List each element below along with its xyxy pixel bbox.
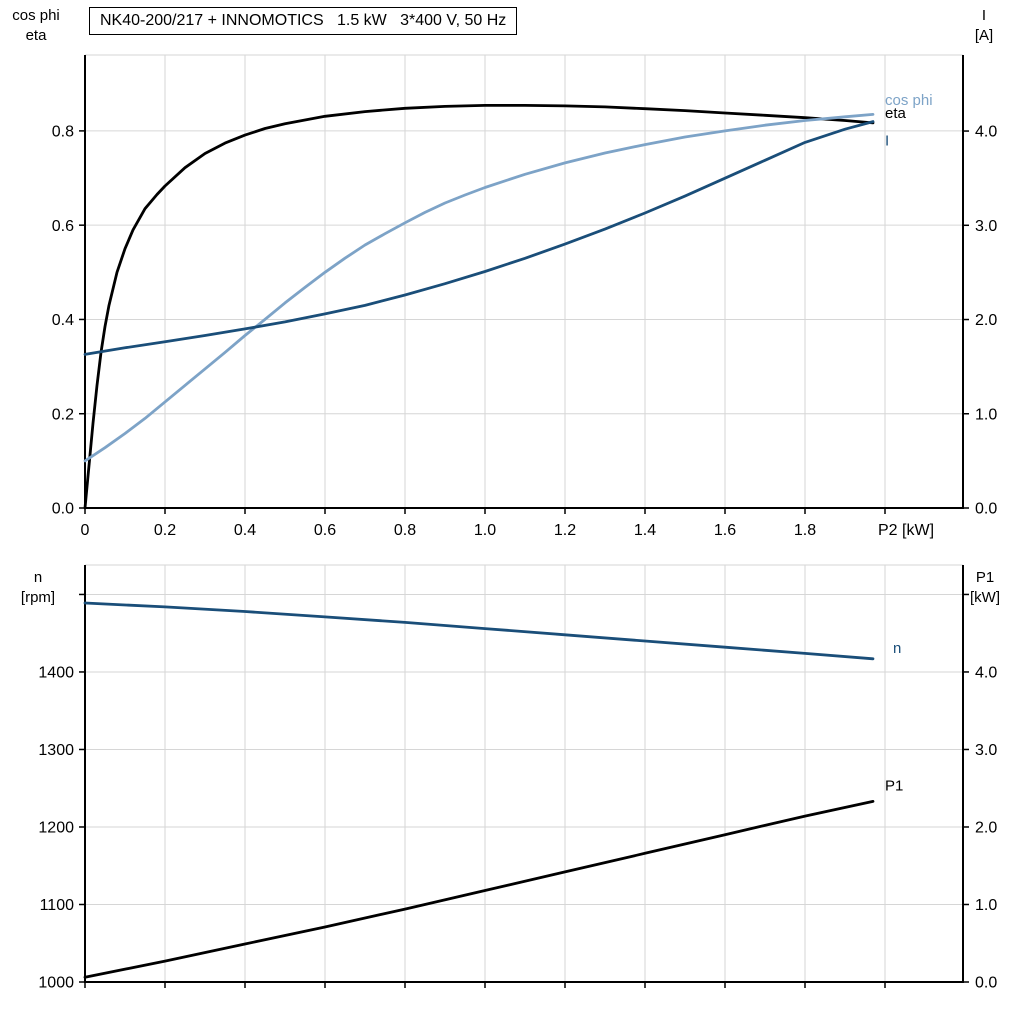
bottom-chart-left-axis-title: n [rpm]: [6, 568, 70, 608]
left-tick-label: 1200: [38, 820, 74, 837]
axis-title-line: cos phi: [12, 7, 60, 24]
right-tick-label: 2.0: [975, 312, 997, 329]
series-eta: [83, 104, 875, 510]
series-p1: [83, 800, 875, 979]
axis-title-line: I: [981, 7, 987, 24]
x-tick-label: 1.2: [554, 522, 576, 539]
right-tick-label: 2.0: [975, 820, 997, 837]
right-tick-label: 4.0: [975, 665, 997, 682]
left-tick-label: 0.6: [52, 218, 74, 235]
x-tick-label: 0: [81, 522, 90, 539]
x-tick-label: 1.6: [714, 522, 736, 539]
x-tick-label: 0.2: [154, 522, 176, 539]
series-cos-phi: [83, 113, 875, 463]
right-tick-label: 0.0: [975, 975, 997, 992]
series-label-p1: P1: [885, 777, 903, 794]
left-tick-label: 1300: [38, 742, 74, 759]
x-tick-label: 1.0: [474, 522, 496, 539]
left-tick-label: 0.8: [52, 123, 74, 140]
axis-title-line: P1: [975, 569, 995, 586]
x-axis-label: P2 [kW]: [878, 522, 934, 539]
series-n: [83, 601, 875, 661]
x-tick-label: 1.8: [794, 522, 816, 539]
series-label-cos-phi: cos phi: [885, 92, 933, 109]
top-chart-left-axis-title: cos phi eta: [6, 6, 66, 46]
axis-title-line: [kW]: [970, 589, 1000, 606]
right-tick-label: 3.0: [975, 742, 997, 759]
series-current: [83, 120, 875, 356]
x-tick-label: 0.6: [314, 522, 336, 539]
axis-title-line: n: [33, 569, 43, 586]
right-tick-label: 4.0: [975, 124, 997, 141]
bottom-chart-right-axis-title: P1 [kW]: [956, 568, 1014, 608]
axis-title-line: eta: [25, 27, 47, 44]
series-label-eta: eta: [885, 105, 907, 122]
x-tick-label: 0.4: [234, 522, 256, 539]
left-tick-label: 0.2: [52, 406, 74, 423]
series-label-n: n: [893, 640, 901, 657]
chart-title: NK40-200/217 + INNOMOTICS 1.5 kW 3*400 V…: [89, 7, 518, 35]
right-tick-label: 0.0: [975, 501, 997, 518]
axis-title-line: [A]: [974, 27, 994, 44]
right-tick-label: 3.0: [975, 218, 997, 235]
left-tick-label: 1100: [40, 897, 75, 914]
right-tick-label: 1.0: [975, 897, 997, 914]
right-tick-label: 1.0: [975, 406, 997, 423]
top-chart-right-axis-title: I [A]: [958, 6, 1010, 46]
x-tick-label: 0.8: [394, 522, 416, 539]
axis-title-line: [rpm]: [20, 589, 56, 606]
series-label-current: I: [885, 133, 889, 150]
left-tick-label: 1400: [38, 665, 74, 682]
left-tick-label: 0.0: [52, 501, 74, 518]
left-tick-label: 0.4: [52, 312, 74, 329]
left-tick-label: 1000: [38, 975, 74, 992]
x-tick-label: 1.4: [634, 522, 656, 539]
